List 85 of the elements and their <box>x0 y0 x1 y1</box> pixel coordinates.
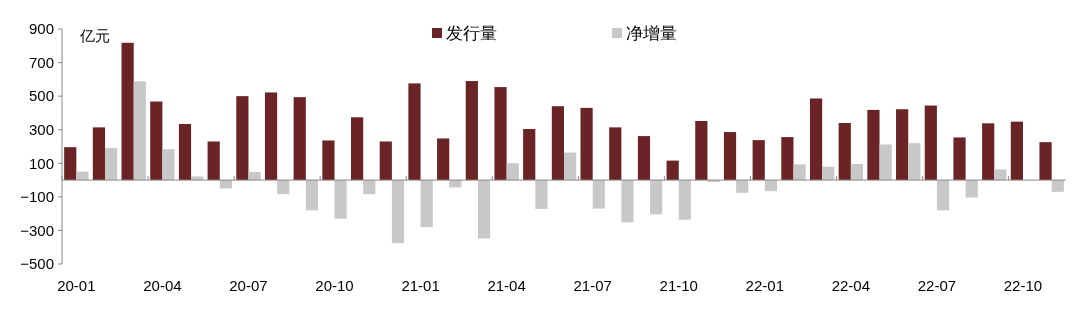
x-tick-label: 20-01 <box>57 277 96 294</box>
x-tick-label: 20-07 <box>229 277 268 294</box>
bar <box>1051 180 1064 192</box>
bar <box>236 96 249 181</box>
bar <box>293 97 306 181</box>
bar <box>207 141 220 181</box>
bar <box>105 147 118 181</box>
bar <box>334 180 347 219</box>
y-tick-label: 300 <box>28 120 54 138</box>
bar <box>351 117 364 181</box>
bar <box>322 140 335 181</box>
bar <box>994 169 1007 181</box>
bar <box>609 127 622 181</box>
bar <box>965 180 978 198</box>
bar <box>477 180 491 239</box>
bar <box>523 129 536 181</box>
bar <box>494 87 507 181</box>
x-tick-label: 20-04 <box>143 277 182 294</box>
bar <box>465 81 478 181</box>
bar <box>564 152 577 181</box>
bar <box>666 160 679 181</box>
bar <box>305 180 319 211</box>
bar <box>391 180 405 244</box>
bar <box>723 132 737 181</box>
x-tick-label: 21-04 <box>487 277 526 294</box>
bar <box>809 98 823 181</box>
bar <box>924 105 937 181</box>
bar <box>896 109 909 181</box>
bar <box>363 180 376 195</box>
bar <box>879 144 892 181</box>
bar <box>506 163 519 181</box>
bar <box>437 138 450 181</box>
bar <box>793 164 806 181</box>
bar <box>264 92 278 181</box>
bar <box>248 172 261 181</box>
y-tick-label: 500 <box>28 87 54 105</box>
legend-label: 净增量 <box>626 23 677 43</box>
bar <box>580 107 593 181</box>
bar <box>678 180 691 220</box>
bar <box>408 83 421 181</box>
y-tick-label: −300 <box>20 221 54 239</box>
bar <box>850 163 864 181</box>
bar <box>592 180 605 209</box>
y-axis-title: 亿元 <box>79 27 110 44</box>
bar <box>133 81 146 181</box>
y-tick-label: 100 <box>28 154 54 172</box>
bar <box>736 180 749 193</box>
bar <box>752 140 765 181</box>
bar <box>695 120 708 181</box>
bar <box>379 141 392 181</box>
bar <box>92 127 106 181</box>
bar <box>64 147 77 181</box>
x-tick-label: 21-01 <box>401 277 440 294</box>
bar <box>1039 142 1052 181</box>
x-tick-label: 21-10 <box>659 277 698 294</box>
bar <box>867 109 880 181</box>
bar <box>1010 121 1023 181</box>
bar <box>621 180 634 223</box>
y-tick-label: −100 <box>20 188 54 206</box>
x-tick-label: 22-04 <box>831 277 871 294</box>
bar <box>982 123 995 181</box>
y-tick-label: 900 <box>28 20 54 38</box>
bar <box>150 101 163 181</box>
bar <box>908 143 921 181</box>
x-tick-label: 22-10 <box>1003 277 1043 294</box>
bar <box>535 180 548 209</box>
y-tick-label: 700 <box>28 53 54 71</box>
x-tick-label: 22-01 <box>745 277 784 294</box>
x-tick-label: 20-10 <box>315 277 354 294</box>
bar <box>277 180 290 195</box>
bar <box>551 106 564 181</box>
bar <box>936 180 950 211</box>
bar <box>953 137 966 181</box>
bar <box>838 123 851 181</box>
bar <box>178 124 192 181</box>
bar <box>637 136 651 181</box>
bar <box>650 180 663 215</box>
bar <box>162 149 175 181</box>
y-tick-label: −500 <box>20 255 54 273</box>
x-tick-label: 22-07 <box>917 277 957 294</box>
bar <box>781 137 794 181</box>
x-tick-label: 21-07 <box>573 277 612 294</box>
bar <box>420 180 433 228</box>
bar <box>121 42 134 181</box>
legend-label: 发行量 <box>446 23 497 43</box>
